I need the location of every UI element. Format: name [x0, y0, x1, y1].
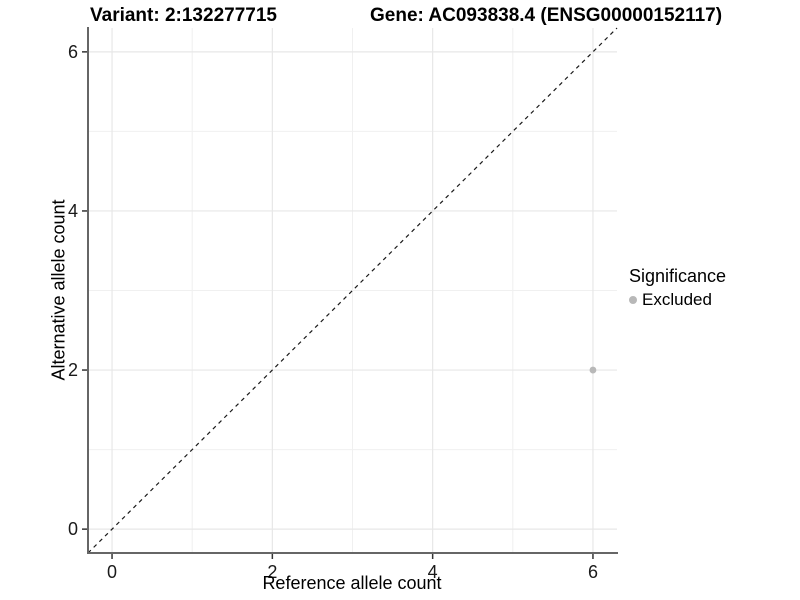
x-tick-label: 2: [267, 562, 277, 582]
scatter-plot-canvas: 0 2 4 6 0 2 4 6: [68, 27, 618, 582]
x-tick-label: 0: [107, 562, 117, 582]
legend: Significance Excluded: [629, 266, 726, 310]
legend-item-label: Excluded: [642, 290, 712, 309]
data-point: [589, 366, 597, 374]
x-axis-title: Reference allele count: [262, 573, 442, 593]
variant-title: Variant: 2:132277715: [90, 5, 277, 26]
y-axis-title: Alternative allele count: [48, 199, 69, 381]
y-tick-label: 2: [68, 360, 78, 380]
excluded-point-icon: [629, 296, 637, 304]
y-tick-label: 4: [68, 201, 78, 221]
legend-title: Significance: [629, 266, 727, 286]
y-tick-label: 0: [68, 519, 78, 539]
x-tick-label: 4: [428, 562, 438, 582]
x-tick-label: 6: [588, 562, 598, 582]
gene-title: Gene: AC093838.4 (ENSG00000152117): [370, 5, 723, 26]
legend-item-excluded: Excluded: [629, 290, 726, 310]
plot-panel: 0 2 4 6 0 2 4 6: [68, 27, 618, 582]
y-tick-label: 6: [68, 42, 78, 62]
